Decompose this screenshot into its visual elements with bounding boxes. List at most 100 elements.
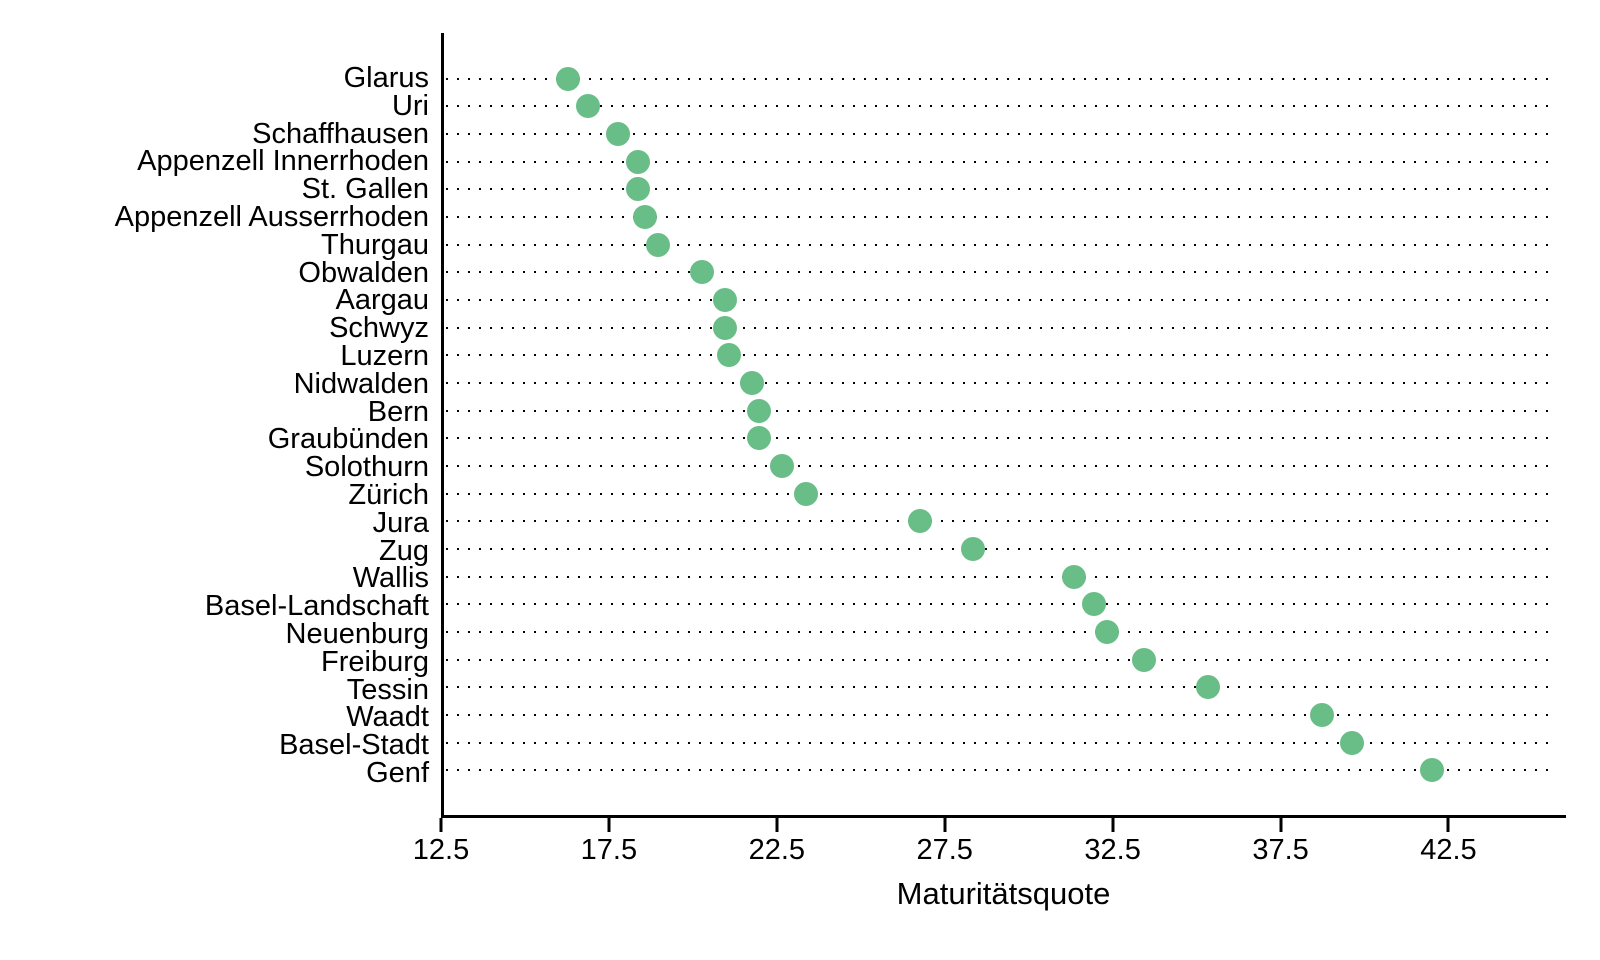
category-label: Wallis xyxy=(352,562,429,595)
category-label: Basel-Landschaft xyxy=(204,590,429,623)
data-point xyxy=(632,205,657,230)
dot-row xyxy=(444,314,1566,342)
tick-label: 22.5 xyxy=(748,834,806,866)
leader-line xyxy=(446,326,1557,329)
leader-line xyxy=(446,105,1557,108)
leader-line xyxy=(446,658,1557,661)
leader-line xyxy=(446,713,1557,716)
dot-row xyxy=(444,508,1566,536)
dot-row xyxy=(444,231,1566,259)
category-label: Zürich xyxy=(348,478,429,511)
leader-line xyxy=(446,547,1557,550)
tick-label: 12.5 xyxy=(412,834,470,866)
dot-row xyxy=(444,590,1566,618)
tick-label: 27.5 xyxy=(916,834,973,866)
category-label: Waadt xyxy=(346,701,429,734)
category-label: Nidwalden xyxy=(293,367,429,400)
category-label: Uri xyxy=(391,89,429,122)
data-point xyxy=(746,398,771,423)
dot-row xyxy=(444,673,1566,701)
data-point xyxy=(689,260,714,285)
category-label: Tessin xyxy=(346,673,429,706)
category-label: Appenzell Ausserrhoden xyxy=(114,200,429,233)
tick-mark xyxy=(1446,818,1450,832)
data-point xyxy=(746,426,771,451)
dot-row xyxy=(444,756,1566,784)
dot-row xyxy=(444,148,1566,176)
dot-row xyxy=(444,203,1566,231)
leader-line xyxy=(446,216,1557,219)
category-label: Luzern xyxy=(340,339,429,372)
data-point xyxy=(1339,730,1364,755)
y-axis-labels: Glarus Uri Schaffhausen Appenzell Innerrhod… xyxy=(0,33,429,818)
leader-line xyxy=(446,243,1557,246)
dot-row xyxy=(444,701,1566,729)
category-label: Graubünden xyxy=(267,423,429,456)
data-point xyxy=(793,481,818,506)
leader-line xyxy=(446,437,1557,440)
data-point xyxy=(1131,647,1156,672)
plot-area xyxy=(441,33,1566,818)
dot-row xyxy=(444,93,1566,121)
dot-row xyxy=(444,646,1566,674)
leader-line xyxy=(446,382,1557,385)
category-label: Aargau xyxy=(335,284,429,317)
tick-mark xyxy=(607,818,611,832)
leader-line xyxy=(446,188,1557,191)
dot-row xyxy=(444,535,1566,563)
data-point xyxy=(606,122,631,147)
dot-row xyxy=(444,425,1566,453)
leader-line xyxy=(446,741,1557,744)
tick-label: 42.5 xyxy=(1420,834,1477,866)
category-label: Schaffhausen xyxy=(252,117,429,150)
leader-line xyxy=(446,299,1557,302)
data-point xyxy=(1195,675,1220,700)
tick-mark xyxy=(1111,818,1115,832)
data-point xyxy=(555,66,580,91)
dot-row xyxy=(444,563,1566,591)
x-axis-title: Maturitätsquote xyxy=(896,876,1111,911)
data-point xyxy=(740,371,765,396)
data-point xyxy=(1095,619,1120,644)
data-point xyxy=(626,149,651,174)
data-point xyxy=(770,454,795,479)
leader-line xyxy=(446,133,1557,136)
category-label: Thurgau xyxy=(320,228,429,261)
data-point xyxy=(713,315,738,340)
leader-line xyxy=(446,160,1557,163)
tick-mark xyxy=(1279,818,1283,832)
dot-row xyxy=(444,259,1566,287)
category-label: Appenzell Innerrhoden xyxy=(137,145,429,178)
category-label: Jura xyxy=(372,506,429,539)
data-point xyxy=(716,343,741,368)
x-axis: 12.5 17.5 22.5 27.5 32.5 37.5 42.5 xyxy=(413,818,1566,878)
category-label: Neuenburg xyxy=(285,617,430,650)
leader-line xyxy=(446,354,1557,357)
tick-label: 17.5 xyxy=(580,834,638,866)
data-point xyxy=(646,232,671,257)
category-label: Zug xyxy=(379,534,429,567)
leader-line xyxy=(446,575,1557,578)
leader-line xyxy=(446,520,1557,523)
category-label: Obwalden xyxy=(298,256,429,289)
tick-label: 37.5 xyxy=(1252,834,1309,866)
data-point xyxy=(1309,702,1334,727)
leader-line xyxy=(446,77,1557,80)
leader-line xyxy=(446,630,1557,633)
tick-mark xyxy=(943,818,947,832)
leader-line xyxy=(446,409,1557,412)
leader-line xyxy=(446,769,1557,772)
data-point xyxy=(907,509,932,534)
category-label: St. Gallen xyxy=(301,173,429,206)
leader-line xyxy=(446,686,1557,689)
data-point xyxy=(626,177,651,202)
category-label: Genf xyxy=(366,756,429,789)
dot-row xyxy=(444,480,1566,508)
category-label: Basel-Stadt xyxy=(279,729,429,762)
data-point xyxy=(1061,564,1086,589)
dot-row xyxy=(444,397,1566,425)
category-label: Solothurn xyxy=(304,451,429,484)
data-point xyxy=(713,288,738,313)
category-label: Glarus xyxy=(343,62,429,94)
dot-row xyxy=(444,65,1566,93)
